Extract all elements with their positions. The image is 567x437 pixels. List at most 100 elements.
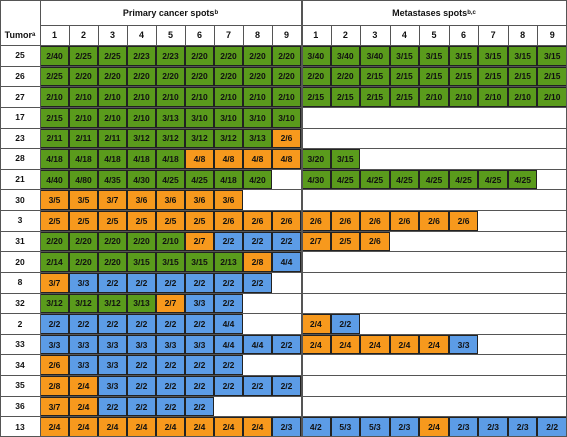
spot-cell: 2/15 [507, 66, 538, 87]
spot-cell: 2/11 [69, 128, 98, 149]
spot-cell: 3/3 [98, 376, 127, 396]
spot-cell: 3/15 [478, 46, 508, 66]
rule [69, 25, 70, 45]
column-header: 2 [342, 30, 348, 40]
tumor-id: 31 [15, 235, 25, 246]
spot-cell: 3/13 [127, 293, 156, 314]
rule [0, 416, 567, 418]
spot-cell: 4/4 [214, 314, 243, 334]
spot-cell: 2/20 [98, 66, 127, 87]
tumor-id: 33 [15, 339, 25, 350]
spot-cell: 2/10 [507, 87, 538, 107]
column-header: 3 [109, 30, 115, 40]
spot-cell: 2/10 [127, 107, 156, 128]
rule [537, 25, 539, 45]
spot-cell: 4/2 [301, 417, 331, 437]
spot-cell: 2/2 [127, 355, 156, 376]
spot-cell: 2/4 [360, 334, 390, 355]
spot-cell: 2/6 [389, 211, 420, 231]
column-header: 6 [196, 30, 202, 40]
spot-cell: 3/6 [156, 190, 185, 211]
spot-cell: 2/2 [185, 314, 214, 334]
spot-cell: 3/3 [448, 334, 479, 355]
tumor-id: 32 [15, 297, 25, 308]
spot-cell: 2/10 [243, 87, 272, 107]
spot-cell: 2/15 [448, 66, 479, 87]
spot-cell: 4/25 [478, 169, 508, 190]
spot-cell: 2/6 [243, 211, 272, 231]
spot-cell: 2/20 [127, 231, 156, 252]
spot-cell: 4/40 [40, 169, 69, 190]
spot-cell: 2/2 [243, 231, 272, 252]
spot-cell: 2/20 [272, 46, 301, 66]
column-header: 4 [138, 30, 144, 40]
spot-cell: 2/20 [243, 66, 272, 87]
spot-cell: 2/2 [272, 231, 301, 252]
spot-cell: 2/11 [98, 128, 127, 149]
spot-cell: 2/3 [478, 417, 508, 437]
spot-cell: 2/4 [419, 417, 449, 437]
column-header: 6 [461, 30, 467, 40]
spot-cell: 2/20 [98, 252, 127, 272]
rule [360, 25, 362, 45]
spot-cell: 5/3 [360, 417, 390, 437]
spot-cell: 2/23 [156, 46, 185, 66]
tumor-id: 26 [15, 70, 25, 81]
spot-cell: 3/15 [330, 149, 361, 169]
spot-cell: 2/2 [214, 376, 243, 396]
spot-cell: 3/40 [330, 46, 361, 66]
spot-cell: 2/2 [127, 314, 156, 334]
spot-cell: 2/2 [40, 314, 69, 334]
spot-cell: 2/20 [301, 66, 331, 87]
spot-cell: 2/20 [272, 66, 301, 87]
spot-cell: 2/2 [156, 376, 185, 396]
spot-cell: 2/10 [478, 87, 508, 107]
spot-cell: 2/2 [214, 272, 243, 293]
spot-cell: 3/10 [214, 107, 243, 128]
spot-cell: 4/18 [214, 169, 243, 190]
tumor-id: 30 [15, 194, 25, 205]
spot-cell: 3/15 [185, 252, 214, 272]
spot-cell: 2/25 [98, 46, 127, 66]
spot-cell: 2/15 [360, 87, 390, 107]
spot-cell: 3/5 [40, 190, 69, 211]
spot-cell: 2/10 [537, 87, 567, 107]
spot-cell: 3/15 [419, 46, 449, 66]
spot-cell: 3/15 [537, 46, 567, 66]
tumor-sup: a [32, 32, 36, 38]
spot-cell: 2/2 [98, 396, 127, 417]
spot-cell: 3/13 [243, 128, 272, 149]
rule [0, 65, 567, 67]
spot-cell: 3/12 [69, 293, 98, 314]
spot-cell: 3/20 [301, 149, 331, 169]
spot-cell: 2/15 [419, 66, 449, 87]
spot-cell: 2/4 [243, 417, 272, 437]
spot-cell: 2/15 [330, 87, 361, 107]
spot-cell: 2/4 [330, 334, 361, 355]
column-header: 9 [549, 30, 555, 40]
primary-header: Primary cancer spots b [40, 0, 301, 25]
spot-cell: 4/8 [272, 149, 301, 169]
spot-cell: 2/10 [127, 87, 156, 107]
column-header: 5 [167, 30, 173, 40]
tumor-id: 35 [15, 380, 25, 391]
rule [0, 0, 567, 1]
tumor-id: 13 [15, 421, 25, 432]
spot-cell: 3/15 [448, 46, 479, 66]
column-header: 8 [520, 30, 526, 40]
spot-cell: 2/10 [448, 87, 479, 107]
spot-cell: 2/2 [243, 376, 272, 396]
spot-cell: 3/40 [301, 46, 331, 66]
spot-cell: 3/3 [69, 355, 98, 376]
tumor-id: 21 [15, 174, 25, 185]
spot-cell: 2/6 [448, 211, 479, 231]
metastases-title: Metastases spots [392, 7, 468, 18]
spot-cell: 2/7 [156, 293, 185, 314]
spot-cell: 3/10 [243, 107, 272, 128]
spot-cell: 3/12 [98, 293, 127, 314]
spot-cell: 2/6 [272, 211, 301, 231]
spot-cell: 2/10 [156, 87, 185, 107]
spot-cell: 2/2 [272, 334, 301, 355]
spot-cell: 2/15 [537, 66, 567, 87]
spot-cell: 3/7 [98, 190, 127, 211]
